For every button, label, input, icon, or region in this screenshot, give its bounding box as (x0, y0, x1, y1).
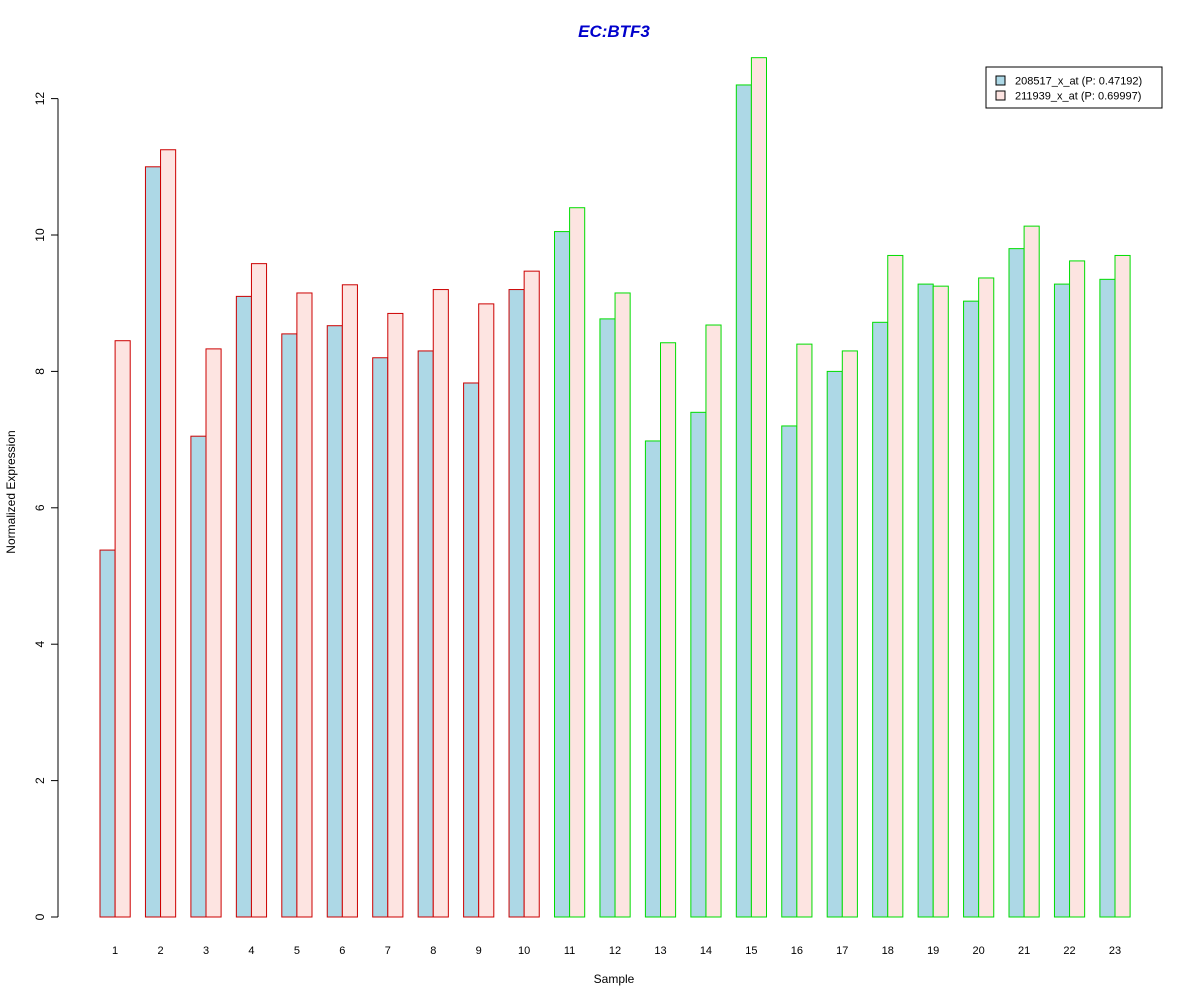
x-tick-label: 14 (700, 945, 712, 957)
bar-series-2 (341, 284, 358, 918)
bar-series-1 (690, 411, 707, 918)
y-tick-label: 4 (33, 641, 47, 648)
bar-series-2 (114, 340, 131, 918)
bar-series-1 (144, 166, 162, 918)
bar-series-1 (735, 84, 752, 918)
y-tick-label: 0 (33, 913, 47, 920)
bar-series-2 (387, 312, 404, 918)
x-tick-label: 10 (518, 945, 530, 957)
x-tick-label: 23 (1109, 945, 1121, 957)
x-tick-label: 7 (385, 945, 391, 957)
x-tick-label: 13 (654, 945, 666, 957)
legend-swatch (995, 75, 1006, 86)
bar-series-1 (781, 425, 798, 918)
legend-box (985, 66, 1163, 109)
legend-label: 208517_x_at (P: 0.47192) (1015, 76, 1142, 88)
x-tick-label: 20 (973, 945, 985, 957)
chart-title: EC:BTF3 (578, 22, 650, 41)
bar-series-1 (372, 357, 389, 918)
bar-series-2 (978, 277, 995, 918)
bar-series-2 (432, 289, 449, 918)
bar-series-2 (887, 254, 904, 918)
bar-series-2 (614, 292, 631, 918)
legend-swatch (995, 90, 1006, 101)
bar-series-2 (205, 348, 222, 918)
x-tick-label: 8 (430, 945, 436, 957)
bar-series-2 (1069, 260, 1086, 918)
bar-series-1 (826, 370, 843, 918)
bar-series-2 (750, 57, 768, 918)
bar-series-1 (508, 289, 525, 918)
bar-series-1 (599, 318, 616, 918)
bar-series-1 (417, 350, 434, 918)
x-tick-label: 9 (476, 945, 482, 957)
bar-series-2 (250, 263, 268, 918)
x-tick-label: 16 (791, 945, 803, 957)
bar-series-2 (1023, 225, 1040, 918)
y-tick-label: 12 (33, 92, 47, 106)
bar-series-2 (660, 342, 677, 918)
bar-series-1 (963, 300, 980, 918)
x-tick-label: 15 (745, 945, 757, 957)
x-tick-labels: 1 2 3 4 5 6 7 8 9 10 11 12 13 14 15 16 17 18 19 20 21 22 23 (112, 945, 1121, 957)
x-tick-label: 19 (927, 945, 939, 957)
x-tick-label: 12 (609, 945, 621, 957)
bar-series-1 (872, 321, 889, 918)
x-tick-label: 17 (836, 945, 848, 957)
y-axis-label: Normalized Expression (4, 430, 18, 553)
y-tick-label: 8 (33, 368, 47, 375)
bar-series-2 (296, 292, 313, 918)
bar-series-2 (569, 207, 586, 918)
y-tick-label: 10 (33, 228, 47, 242)
bar-series-1 (1008, 248, 1025, 918)
bar-series-2 (841, 350, 858, 918)
bar-series-1 (1099, 278, 1116, 918)
bar-series-1 (917, 283, 934, 918)
legend: 208517_x_at (P: 0.47192) 211939_x_at (P: … (985, 66, 1163, 109)
y-axis: 0 2 4 6 8 10 12 (33, 92, 59, 920)
bar-series-2 (478, 303, 495, 918)
bar-series-2 (1114, 254, 1131, 918)
x-tick-label: 5 (294, 945, 300, 957)
bar-series-1 (554, 231, 571, 918)
y-tick-label: 6 (33, 504, 47, 511)
bar-series-2 (160, 149, 177, 918)
x-tick-label: 2 (157, 945, 163, 957)
bar-series-1 (281, 333, 298, 918)
x-tick-label: 4 (248, 945, 254, 957)
bars-group (99, 57, 1131, 918)
bar-series-1 (644, 440, 662, 918)
x-tick-label: 11 (564, 945, 575, 957)
x-tick-label: 1 (112, 945, 118, 957)
bar-series-2 (705, 324, 722, 918)
bar-series-1 (190, 435, 207, 918)
bar-series-2 (523, 270, 540, 918)
bar-series-1 (99, 549, 116, 918)
x-tick-label: 3 (203, 945, 209, 957)
bar-series-1 (235, 295, 252, 918)
y-tick-label: 2 (33, 777, 47, 784)
x-tick-label: 18 (882, 945, 894, 957)
bar-series-1 (326, 325, 343, 918)
legend-label: 211939_x_at (P: 0.69997) (1015, 91, 1141, 103)
x-tick-label: 21 (1018, 945, 1030, 957)
x-axis-label: Sample (594, 972, 635, 986)
bar-series-1 (1053, 283, 1071, 918)
x-tick-label: 6 (339, 945, 345, 957)
bar-series-2 (932, 285, 949, 918)
bar-series-1 (463, 382, 480, 918)
bar-series-2 (796, 343, 813, 918)
x-tick-label: 22 (1063, 945, 1075, 957)
